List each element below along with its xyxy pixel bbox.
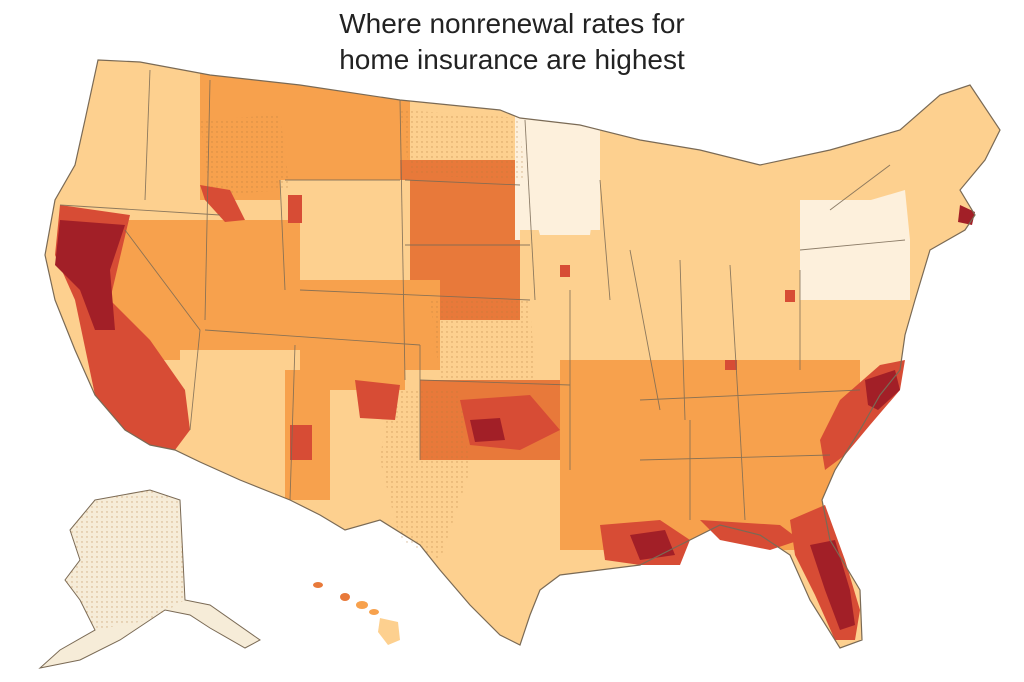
patch-minnesota — [520, 125, 600, 235]
hawaii-island-3 — [356, 601, 368, 609]
map-title: Where nonrenewal rates for home insuranc… — [0, 6, 1024, 78]
hawaii-island-1 — [313, 582, 323, 588]
alaska — [38, 489, 261, 669]
hotspot-idaho — [200, 185, 245, 222]
hotspot-nm-east — [355, 380, 400, 420]
hotspot-massachusetts — [958, 205, 975, 225]
hotspot-new-mexico — [290, 425, 312, 460]
us-outline — [44, 59, 1001, 649]
low-patches — [520, 125, 910, 295]
state-borders — [59, 69, 906, 521]
hawaii — [313, 582, 400, 645]
region-new-england — [900, 80, 1000, 240]
hotspots — [55, 185, 975, 640]
region-midwest — [520, 230, 810, 380]
title-line-1: Where nonrenewal rates for — [339, 8, 685, 39]
patch-new-york — [820, 190, 910, 245]
region-southwest — [180, 350, 300, 470]
hotspot-missouri — [560, 265, 570, 277]
hotspot-ohio — [785, 290, 795, 302]
patch-pennsylvania — [800, 248, 890, 295]
hotspot-gulf-florida — [700, 520, 800, 550]
hotspot-oklahoma-core — [470, 418, 505, 442]
hotspot-california-south — [75, 300, 190, 450]
hawaii-big-island — [378, 618, 400, 645]
stipple-overlay — [200, 110, 535, 560]
hotspot-florida-core — [810, 540, 855, 630]
hawaii-island-2 — [340, 593, 350, 601]
hawaii-island-4 — [369, 609, 379, 615]
hotspot-california-sierra — [55, 220, 125, 330]
region-pacific-northwest — [45, 60, 220, 200]
title-line-2: home insurance are highest — [339, 44, 685, 75]
hotspot-kentucky — [725, 360, 737, 370]
region-colorado — [300, 280, 440, 370]
hotspot-wyoming — [288, 195, 302, 223]
